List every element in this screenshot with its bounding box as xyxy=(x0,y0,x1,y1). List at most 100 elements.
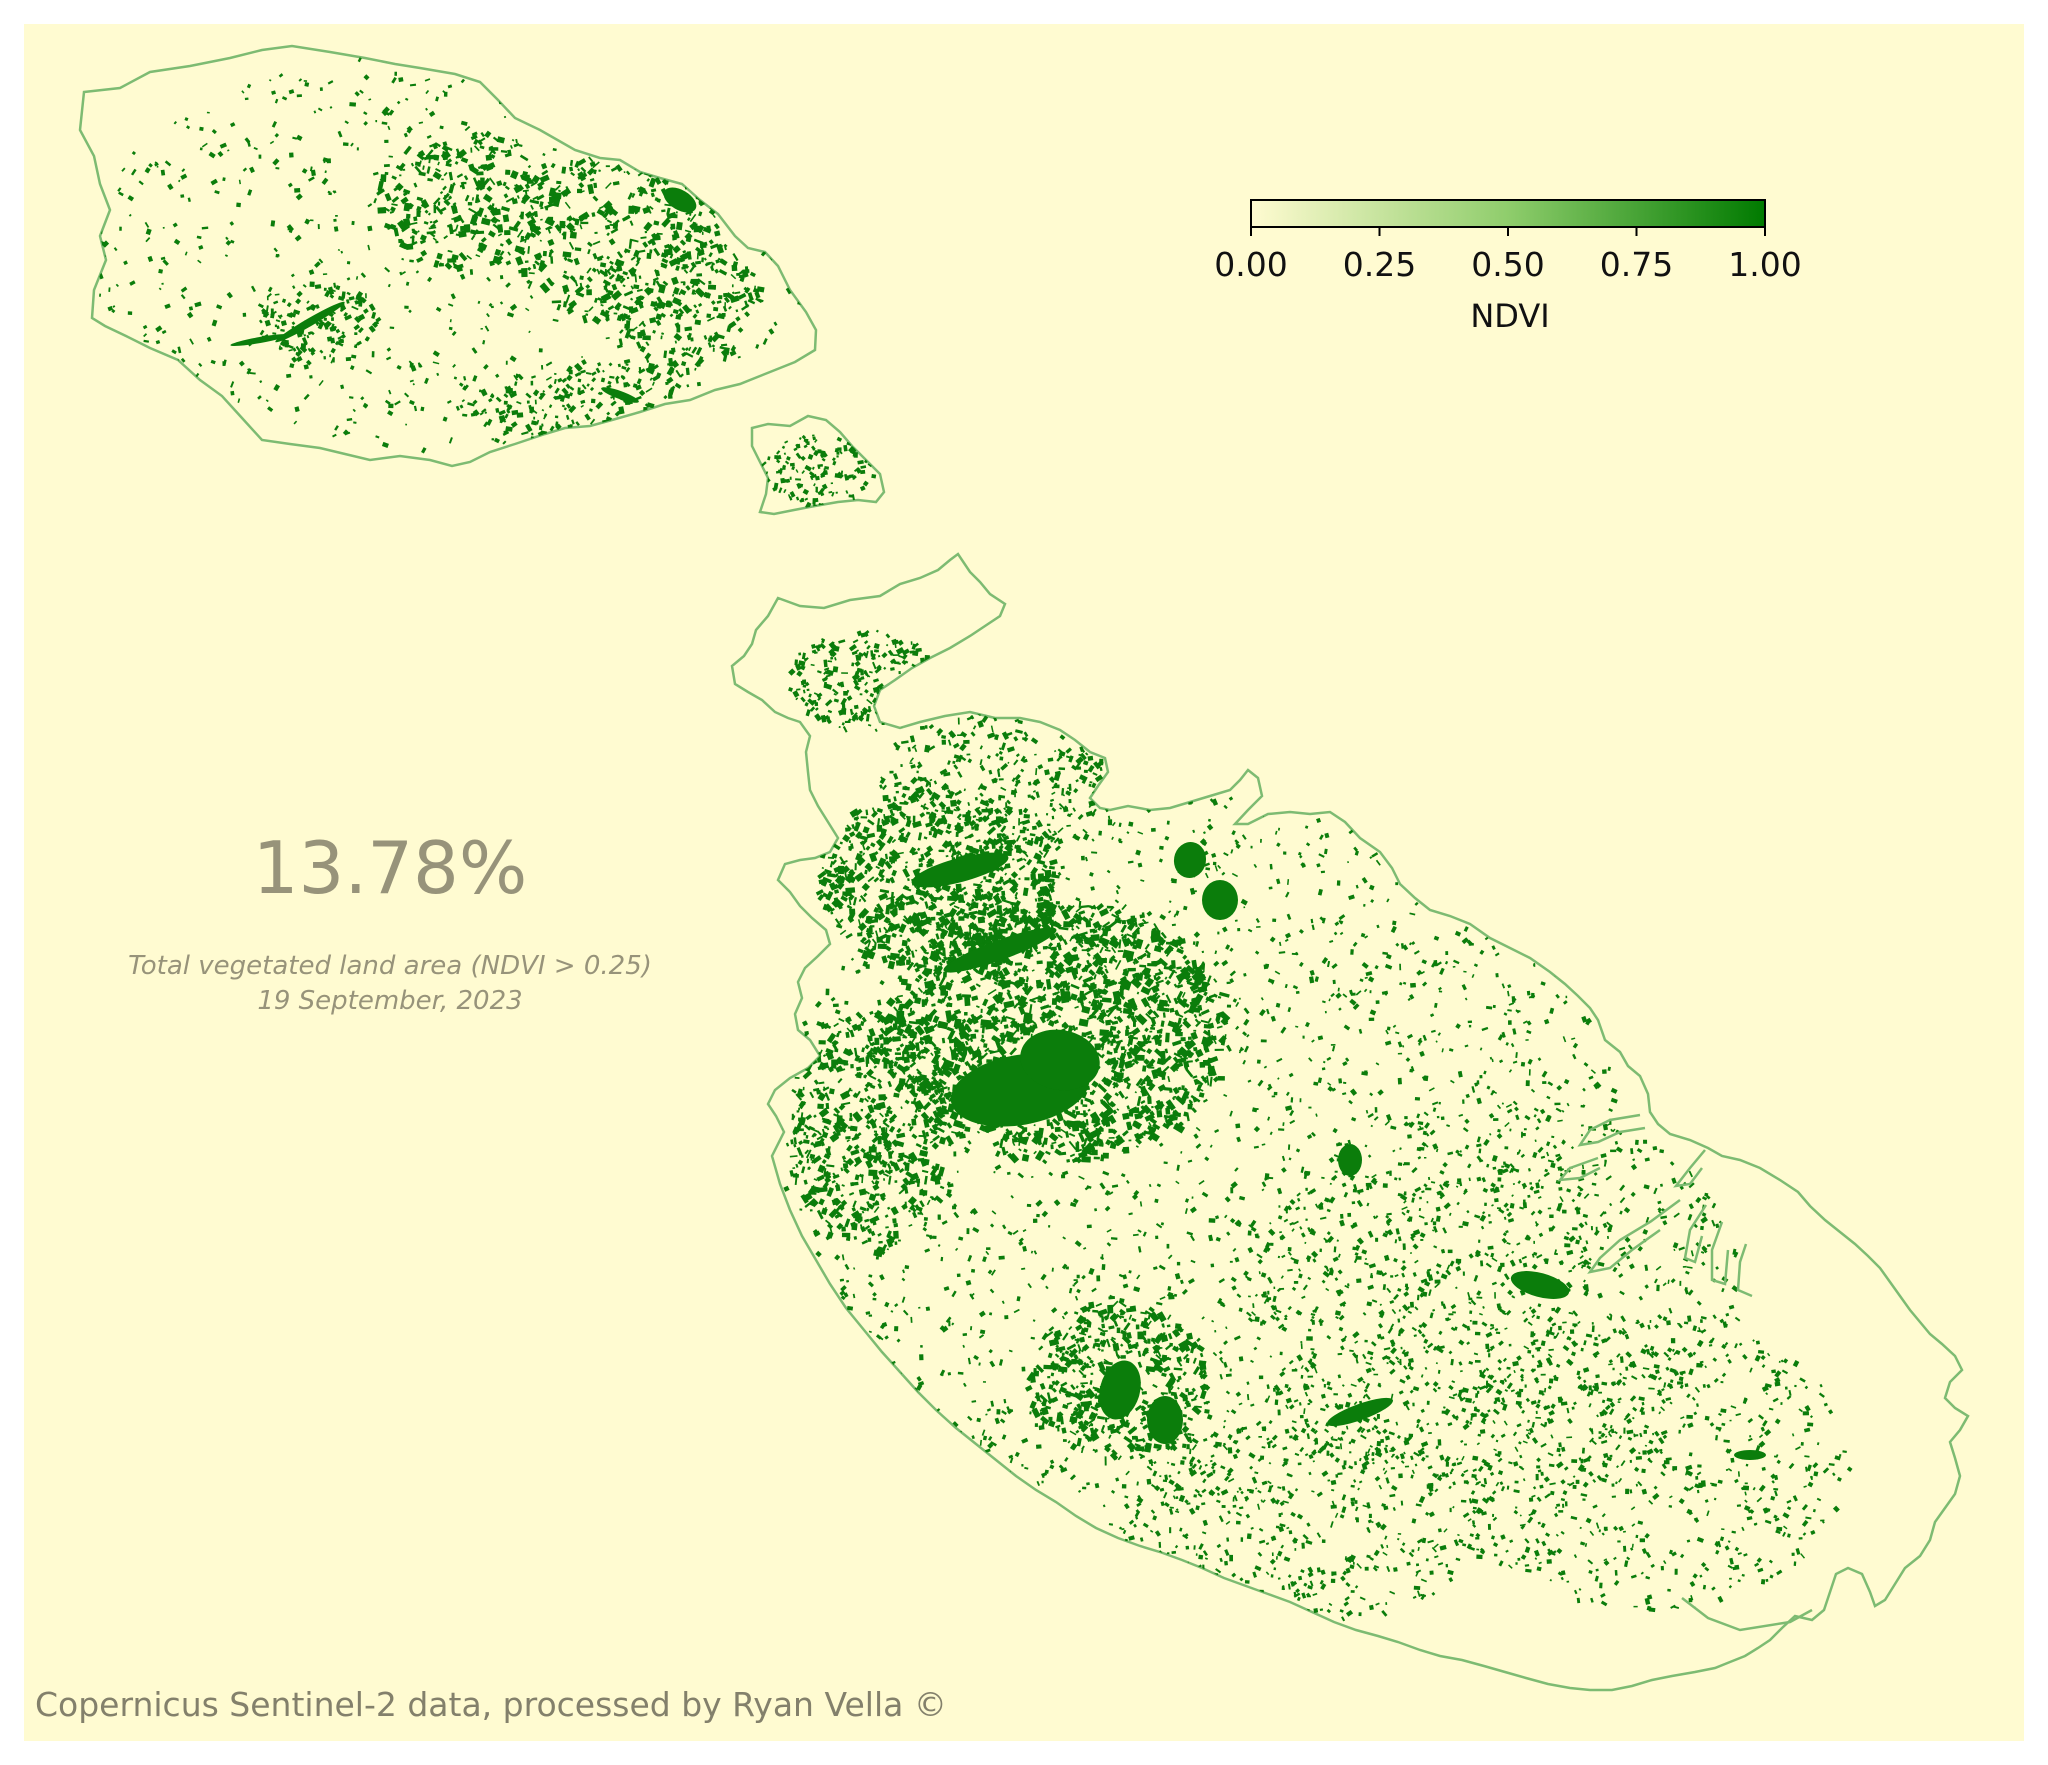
vegetation-patch xyxy=(625,328,629,331)
vegetation-patch xyxy=(833,1298,838,1301)
vegetation-patch xyxy=(314,261,321,268)
vegetation-patch xyxy=(1331,1087,1337,1092)
vegetation-patch xyxy=(637,301,644,309)
vegetation-patch xyxy=(755,223,758,226)
vegetation-patch xyxy=(480,164,488,172)
vegetation-patch xyxy=(1444,858,1449,863)
vegetation-patch xyxy=(1115,889,1119,895)
vegetation-patch xyxy=(1159,1296,1166,1300)
vegetation-patch xyxy=(1278,941,1282,947)
vegetation-patch xyxy=(853,1267,856,1270)
vegetation-patch xyxy=(1182,954,1188,960)
vegetation-patch xyxy=(1274,830,1278,835)
vegetation-patch xyxy=(580,166,587,173)
vegetation-patch xyxy=(1283,1458,1289,1462)
vegetation-patch xyxy=(605,204,616,216)
vegetation-patch xyxy=(698,211,703,217)
vegetation-patch xyxy=(920,1055,926,1060)
vegetation-patch xyxy=(634,298,640,305)
vegetation-patch xyxy=(323,287,327,291)
vegetation-patch xyxy=(664,243,670,249)
vegetation-patch xyxy=(1369,884,1375,891)
vegetation-patch xyxy=(351,220,355,226)
vegetation-patch xyxy=(332,433,337,438)
vegetation-patch xyxy=(1224,1196,1231,1203)
vegetation-patch xyxy=(697,176,701,180)
vegetation-patch xyxy=(561,377,568,383)
vegetation-patch xyxy=(388,403,394,409)
vegetation-patch xyxy=(645,387,653,393)
vegetation-patch xyxy=(589,408,593,412)
vegetation-patch xyxy=(605,416,612,422)
vegetation-patch xyxy=(696,120,702,127)
vegetation-patch xyxy=(1184,1208,1188,1215)
vegetation-patch xyxy=(782,465,786,470)
vegetation-patch xyxy=(804,497,809,501)
vegetation-patch xyxy=(287,182,293,188)
vegetation-patch xyxy=(428,156,432,164)
vegetation-patch xyxy=(1457,1178,1462,1183)
vegetation-patch xyxy=(591,315,602,325)
vegetation-patch xyxy=(524,260,529,264)
vegetation-patch xyxy=(410,365,417,372)
vegetation-patch xyxy=(1283,851,1287,855)
vegetation-patch xyxy=(631,140,636,146)
vegetation-patch xyxy=(795,452,802,460)
vegetation-patch xyxy=(1061,1315,1065,1320)
vegetation-patch xyxy=(945,1191,953,1199)
vegetation-patch xyxy=(111,309,116,314)
vegetation-patch xyxy=(947,1372,952,1376)
vegetation-patch xyxy=(649,205,654,210)
vegetation-patch xyxy=(1266,1008,1270,1015)
vegetation-patch xyxy=(579,282,583,289)
vegetation-patch xyxy=(464,194,470,202)
vegetation-patch xyxy=(860,465,867,469)
vegetation-patch xyxy=(626,314,631,319)
vegetation-patch xyxy=(737,292,747,300)
vegetation-patch xyxy=(1246,1393,1250,1401)
vegetation-patch xyxy=(879,979,885,986)
vegetation-patch xyxy=(813,497,819,503)
vegetation-patch xyxy=(318,379,324,386)
vegetation-patch xyxy=(208,151,216,159)
vegetation-patch xyxy=(1464,903,1471,909)
vegetation-patch xyxy=(500,150,508,154)
vegetation-patch xyxy=(1416,969,1423,976)
vegetation-patch xyxy=(292,347,297,352)
vegetation-patch xyxy=(294,234,302,242)
vegetation-patch xyxy=(1212,861,1217,866)
vegetation-patch xyxy=(288,89,295,95)
vegetation-patch xyxy=(1414,1306,1419,1311)
vegetation-patch xyxy=(1557,1166,1563,1171)
vegetation-patch xyxy=(1410,1236,1415,1242)
vegetation-patch xyxy=(778,487,783,494)
island-gozo xyxy=(78,44,818,468)
vegetation-patch xyxy=(1295,990,1300,994)
vegetation-patch xyxy=(774,455,778,459)
vegetation-patch xyxy=(1123,1003,1129,1008)
vegetation-patch xyxy=(581,356,583,358)
vegetation-patch xyxy=(504,413,509,419)
vegetation-patch xyxy=(1150,827,1156,832)
vegetation-patch xyxy=(1248,1295,1251,1298)
vegetation-patch xyxy=(1162,1012,1166,1018)
vegetation-patch xyxy=(505,360,508,365)
vegetation-patch xyxy=(448,437,453,444)
vegetation-patch xyxy=(577,378,582,383)
vegetation-patch xyxy=(860,469,866,475)
vegetation-patch xyxy=(101,240,110,248)
vegetation-patch xyxy=(691,289,696,295)
vegetation-patch xyxy=(812,1229,820,1237)
vegetation-patch xyxy=(599,262,607,268)
vegetation-patch xyxy=(1219,1373,1223,1380)
vegetation-patch xyxy=(296,290,303,298)
vegetation-patch xyxy=(941,1220,948,1226)
vegetation-patch xyxy=(1527,1058,1533,1065)
vegetation-patch xyxy=(872,1297,877,1301)
vegetation-patch xyxy=(1479,1312,1483,1316)
vegetation-patch xyxy=(422,165,425,170)
vegetation-patch xyxy=(1491,1154,1498,1162)
vegetation-patch xyxy=(117,187,122,192)
vegetation-patch xyxy=(1383,1447,1389,1454)
vegetation-patch xyxy=(1226,1004,1232,1008)
